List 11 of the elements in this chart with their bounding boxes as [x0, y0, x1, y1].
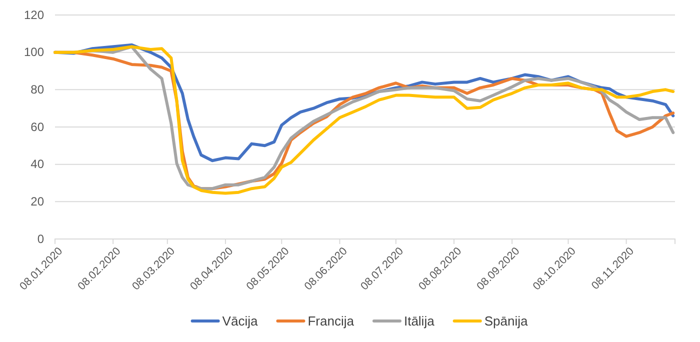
y-tick-label: 60 [30, 120, 44, 134]
legend-label: Francija [308, 314, 355, 329]
y-tick-label: 0 [37, 232, 44, 246]
y-tick-label: 40 [30, 157, 44, 172]
y-tick-label: 80 [30, 82, 44, 97]
legend-label: Spānija [484, 314, 528, 329]
y-tick-label: 20 [30, 194, 44, 209]
legend-label: Itālija [404, 314, 436, 329]
y-tick-label: 100 [24, 45, 44, 60]
legend-label: Vācija [222, 314, 258, 329]
y-tick-label: 120 [24, 8, 44, 22]
